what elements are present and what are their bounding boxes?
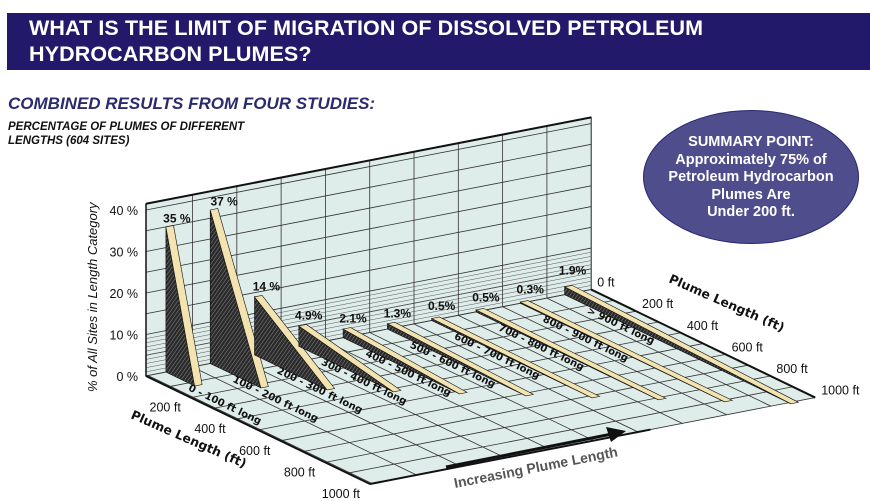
bar-value-label: 35 % (163, 211, 191, 225)
y-tick-label: 30 % (110, 246, 139, 260)
floor-gridline (325, 375, 771, 463)
bar-top-face (386, 321, 535, 397)
increasing-length-arrow (445, 427, 626, 469)
bar (386, 321, 535, 397)
floor-column-line (236, 358, 461, 467)
floor-column-line (502, 306, 727, 416)
bar-value-label: 14 % (253, 279, 281, 293)
floor-gridline (235, 332, 681, 420)
summary-line-5: Under 200 ft. (707, 204, 795, 220)
summary-line-1: SUMMARY POINT: (688, 134, 814, 150)
floor-edge (369, 428, 651, 485)
summary-line-4: Plumes Are (711, 186, 791, 203)
floor-column-line (546, 297, 772, 407)
floor-column-line (325, 340, 550, 450)
floor-gridline (213, 321, 659, 409)
bar-top-face (563, 285, 800, 405)
y-tick-label: 20 % (110, 287, 139, 301)
depth-tick-left: 400 ft (194, 422, 226, 436)
y-axis-title: % of All Sites in Length Category (85, 201, 100, 392)
bar-top-face (298, 324, 402, 393)
page-title: WHAT IS THE LIMIT OF MIGRATION OF DISSOL… (29, 15, 703, 67)
section-subtitle: COMBINED RESULTS FROM FOUR STUDIES: (8, 94, 376, 113)
floor-column-line (369, 332, 594, 441)
floor-column-line (192, 366, 417, 476)
bar (563, 285, 800, 405)
bar (430, 316, 601, 399)
bar (342, 327, 468, 395)
floor-gridline (347, 386, 793, 474)
bar-value-label: 0.5% (472, 290, 500, 304)
floor-gridline (302, 364, 749, 452)
bar-value-label: 1.3% (384, 306, 412, 320)
wall-gridline (145, 123, 592, 211)
chart-title-line-1: PERCENTAGE OF PLUMES OF DIFFERENT (8, 121, 245, 133)
depth-tick-right: 1000 ft (821, 384, 860, 398)
bar-top-face (430, 316, 601, 399)
arrow-shaft (445, 432, 613, 469)
floor-column-line (148, 375, 373, 484)
depth-tick-left: 200 ft (150, 401, 182, 415)
bar (475, 308, 667, 401)
bar-top-face (165, 225, 203, 387)
bar-value-label: 37 % (210, 195, 238, 209)
wall-top-edge (145, 116, 592, 205)
floor-column-line (413, 323, 639, 433)
bar-top-face (209, 208, 269, 389)
bar-top-face (475, 308, 667, 401)
summary-point-ellipse: SUMMARY POINT: Approximately 75% of Petr… (643, 110, 859, 244)
bar-top-face (342, 327, 468, 395)
bar-value-label: 4.9% (295, 309, 323, 323)
y-tick-label: 10 % (110, 329, 139, 343)
title-line-2: HYDROCARBON PLUMES? (29, 42, 312, 66)
chart-title: PERCENTAGE OF PLUMES OF DIFFERENT LENGTH… (8, 120, 308, 148)
bar (165, 225, 203, 387)
floor-column-line (458, 315, 683, 424)
chart-title-line-2: LENGTHS (604 SITES) (8, 135, 130, 147)
bar (519, 300, 734, 403)
bar (209, 208, 269, 389)
bar-value-label: 2.1% (339, 312, 367, 326)
y-tick-label: 0 % (116, 370, 138, 384)
bar-value-label: 0.5% (428, 299, 456, 313)
depth-tick-right: 200 ft (642, 297, 674, 311)
summary-line-3: Petroleum Hydrocarbon (668, 169, 834, 185)
floor-edge (590, 288, 816, 399)
depth-tick-left: 800 ft (284, 465, 316, 479)
title-banner: WHAT IS THE LIMIT OF MIGRATION OF DISSOL… (7, 13, 870, 70)
depth-tick-left: 1000 ft (322, 487, 361, 501)
depth-axis-title-right: Plume Length (ft) (667, 271, 787, 335)
bar-top-face (519, 300, 734, 403)
bar-top-face (253, 295, 336, 391)
depth-tick-right: 800 ft (776, 362, 808, 376)
title-line-1: WHAT IS THE LIMIT OF MIGRATION OF DISSOL… (29, 16, 704, 40)
bar-value-label: 0.3% (517, 283, 545, 297)
floor-edge (145, 375, 371, 485)
summary-line-2: Approximately 75% of (675, 151, 827, 168)
depth-tick-left: 600 ft (239, 444, 271, 458)
arrow-head-icon (606, 427, 626, 442)
bar-value-label: 1.9% (559, 263, 587, 277)
depth-tick-right: 400 ft (687, 319, 719, 333)
floor-gridline (280, 353, 726, 442)
bar (298, 324, 402, 393)
y-tick-label: 40 % (110, 204, 139, 218)
depth-tick-right: 600 ft (732, 340, 764, 354)
depth-tick-right: 0 ft (597, 276, 615, 290)
floor-gridline (257, 343, 704, 431)
bar (253, 295, 336, 391)
bars (165, 208, 800, 405)
